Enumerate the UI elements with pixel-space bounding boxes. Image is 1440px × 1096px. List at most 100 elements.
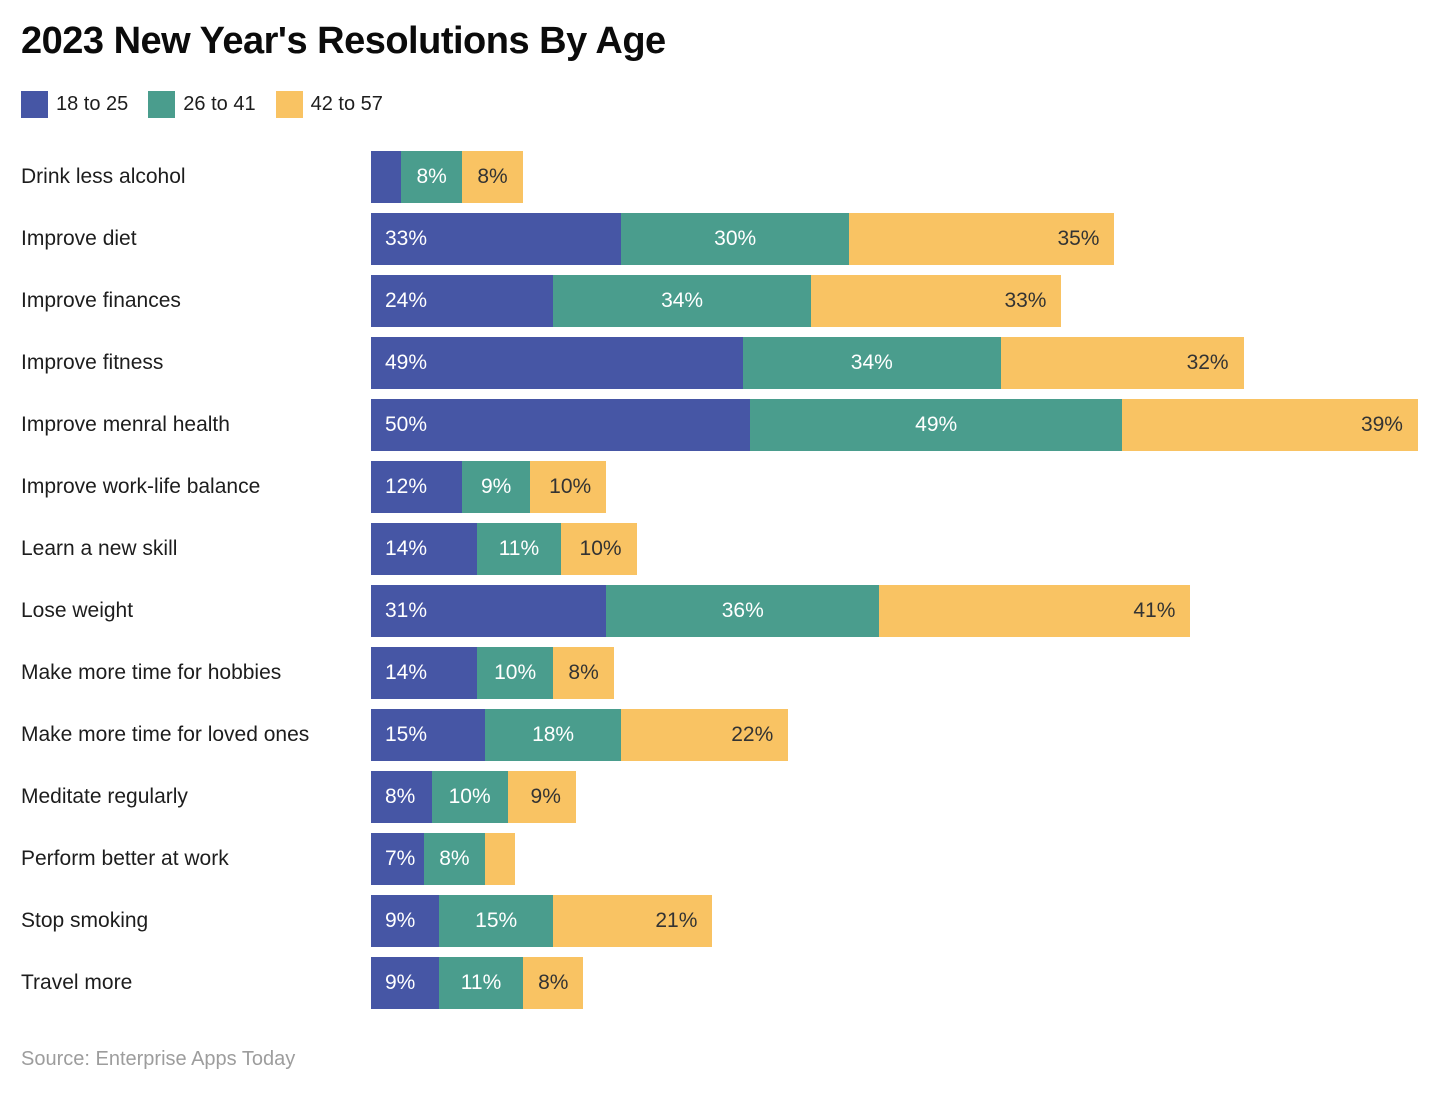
category-label: Improve menral health (21, 413, 230, 436)
bar-segment-value: 21% (655, 909, 698, 932)
bar-segment: 10% (530, 461, 607, 513)
bar-segment-value: 24% (385, 289, 428, 312)
bar-segment: 11% (439, 957, 523, 1009)
bar-track: 14% 10% 8% (371, 647, 614, 699)
chart-title: 2023 New Year's Resolutions By Age (21, 20, 666, 62)
legend-swatch-42-to-57-icon (275, 91, 303, 118)
category-label: Stop smoking (21, 909, 149, 932)
bar-segment-value: 9% (530, 785, 561, 808)
bar-segment-value: 32% (1186, 351, 1229, 374)
bar-segment-value: 30% (714, 227, 757, 250)
category-label: Perform better at work (21, 847, 229, 870)
bar-row: Improve menral health 50% 49% 39% (0, 399, 1440, 451)
bar-segment-value: 8% (568, 661, 599, 684)
bar-track: 9% 11% 8% (371, 957, 584, 1009)
source-note: Source: Enterprise Apps Today (21, 1048, 296, 1070)
bar-segment-value: 39% (1360, 413, 1403, 436)
bar-segment-value: 33% (385, 227, 428, 250)
category-label: Improve finances (21, 289, 181, 312)
bar-segment-value: 49% (915, 413, 958, 436)
bar-segment: 12% (371, 461, 462, 513)
bar-segment-value: 10% (448, 785, 491, 808)
bar-segment: 10% (431, 771, 508, 823)
bar-segment: 49% (750, 399, 1123, 451)
bar-segment: 30% (621, 213, 849, 265)
bar-track: 31% 36% 41% (371, 585, 1191, 637)
bar-segment-value: 49% (385, 351, 428, 374)
bar-segment: 32% (1000, 337, 1244, 389)
bar-segment (484, 833, 516, 885)
bar-segment: 8% (371, 771, 432, 823)
bar-segment-value: 10% (494, 661, 537, 684)
category-label: Travel more (21, 971, 133, 994)
bar-row: Improve work-life balance 12% 9% 10% (0, 461, 1440, 513)
legend-item-26-to-41: 26 to 41 (148, 91, 256, 118)
bar-track: 7% 8% (371, 833, 516, 885)
bar-track: 24% 34% 33% (371, 275, 1062, 327)
bar-segment: 10% (560, 523, 637, 575)
category-label: Drink less alcohol (21, 165, 186, 188)
bar-segment-value: 18% (532, 723, 575, 746)
bar-track: 49% 34% 32% (371, 337, 1244, 389)
bar-segment-value: 8% (385, 785, 416, 808)
category-label: Make more time for loved ones (21, 723, 310, 746)
bar-segment-value: 8% (439, 847, 470, 870)
bar-segment: 22% (621, 709, 789, 761)
bar-track: 12% 9% 10% (371, 461, 607, 513)
bar-segment-value: 14% (385, 661, 428, 684)
bar-segment: 9% (371, 957, 440, 1009)
bar-row: Meditate regularly 8% 10% 9% (0, 771, 1440, 823)
legend: 18 to 25 26 to 41 42 to 57 (21, 91, 403, 118)
bar-segment-value: 10% (579, 537, 622, 560)
bar-segment-value: 7% (385, 847, 416, 870)
category-label: Improve work-life balance (21, 475, 261, 498)
bar-segment-value: 9% (385, 971, 416, 994)
bar-segment-value: 10% (549, 475, 592, 498)
bar-segment-value: 12% (385, 475, 428, 498)
bar-segment-value: 11% (460, 971, 502, 994)
bar-segment-value: 8% (538, 971, 569, 994)
bar-row: Lose weight 31% 36% 41% (0, 585, 1440, 637)
bar-segment: 39% (1122, 399, 1418, 451)
bar-segment: 35% (848, 213, 1115, 265)
bar-track: 8% 10% 9% (371, 771, 576, 823)
bar-segment: 8% (553, 647, 614, 699)
bar-segment: 50% (371, 399, 751, 451)
bar-segment: 9% (462, 461, 531, 513)
stacked-bar-chart: Drink less alcohol 8% 8% Improve diet 33% 30%… (0, 151, 1440, 1019)
category-label: Lose weight (21, 599, 134, 622)
bar-track: 8% 8% (371, 151, 523, 203)
legend-label-18-to-25: 18 to 25 (56, 93, 129, 115)
bar-track: 50% 49% 39% (371, 399, 1418, 451)
bar-segment: 15% (371, 709, 485, 761)
bar-segment-value: 9% (480, 475, 512, 498)
bar-segment: 7% (371, 833, 425, 885)
bar-segment-value: 31% (385, 599, 428, 622)
bar-segment-value: 34% (850, 351, 893, 374)
bar-segment-value: 50% (385, 413, 428, 436)
bar-segment-value: 35% (1057, 227, 1100, 250)
bar-segment-value: 8% (416, 165, 447, 188)
bar-segment-value: 41% (1133, 599, 1176, 622)
bar-row: Make more time for hobbies 14% 10% 8% (0, 647, 1440, 699)
category-label: Improve fitness (21, 351, 164, 374)
bar-row: Stop smoking 9% 15% 21% (0, 895, 1440, 947)
category-label: Improve diet (21, 227, 137, 250)
bar-segment: 8% (461, 151, 523, 203)
bar-row: Perform better at work 7% 8% (0, 833, 1440, 885)
legend-label-26-to-41: 26 to 41 (183, 93, 256, 115)
bar-segment-value: 22% (731, 723, 774, 746)
bar-segment: 14% (371, 523, 478, 575)
bar-segment: 8% (424, 833, 485, 885)
bar-track: 14% 11% 10% (371, 523, 637, 575)
bar-segment: 9% (371, 895, 440, 947)
bar-segment: 8% (522, 957, 584, 1009)
category-label: Meditate regularly (21, 785, 188, 808)
legend-swatch-18-to-25-icon (21, 91, 48, 118)
bar-segment-value: 11% (498, 537, 540, 560)
bar-segment: 49% (371, 337, 743, 389)
bar-segment (371, 151, 402, 203)
legend-label-42-to-57: 42 to 57 (310, 93, 383, 115)
bar-segment: 15% (439, 895, 554, 947)
bar-row: Travel more 9% 11% 8% (0, 957, 1440, 1009)
